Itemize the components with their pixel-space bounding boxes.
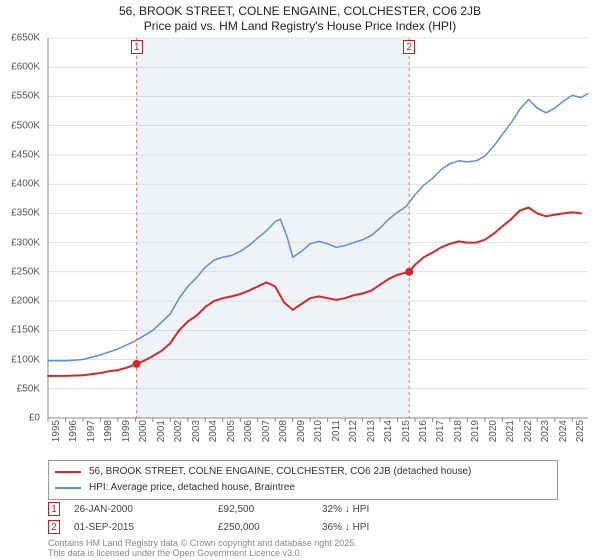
attribution-line: Contains HM Land Registry data © Crown c… — [48, 538, 568, 548]
x-tick-label: 2020 — [488, 420, 499, 442]
legend-swatch-property — [55, 471, 81, 473]
y-tick-label: £250K — [11, 266, 40, 277]
x-tick-label: 2015 — [401, 420, 412, 442]
x-tick-label: 1995 — [51, 420, 62, 442]
plot-canvas — [48, 38, 588, 418]
y-tick-label: £350K — [11, 208, 40, 219]
sale-row: 1 26-JAN-2000 £92,500 32% ↓ HPI — [48, 500, 558, 518]
x-tick-label: 2011 — [331, 420, 342, 442]
y-tick-label: £0 — [29, 413, 40, 424]
x-tick-label: 2000 — [138, 420, 149, 442]
y-tick-label: £600K — [11, 62, 40, 73]
x-tick-label: 1998 — [103, 420, 114, 442]
sale-row: 2 01-SEP-2015 £250,000 36% ↓ HPI — [48, 518, 558, 536]
x-tick-label: 1996 — [68, 420, 79, 442]
y-tick-label: £400K — [11, 179, 40, 190]
x-tick-label: 2013 — [366, 420, 377, 442]
x-tick-label: 2003 — [191, 420, 202, 442]
x-tick-label: 2004 — [208, 420, 219, 442]
x-tick-label: 2007 — [261, 420, 272, 442]
x-tick-label: 2005 — [226, 420, 237, 442]
x-tick-label: 2023 — [540, 420, 551, 442]
x-tick-label: 2009 — [296, 420, 307, 442]
y-tick-label: £650K — [11, 33, 40, 44]
x-tick-label: 2012 — [348, 420, 359, 442]
sale-vs-hpi: 32% ↓ HPI — [322, 504, 369, 515]
legend-label-property: 56, BROOK STREET, COLNE ENGAINE, COLCHES… — [89, 465, 471, 479]
y-tick-label: £300K — [11, 237, 40, 248]
sale-marker-icon: 1 — [48, 502, 60, 516]
x-tick-label: 2019 — [470, 420, 481, 442]
x-tick-label: 2017 — [435, 420, 446, 442]
y-tick-label: £500K — [11, 120, 40, 131]
legend-item-property: 56, BROOK STREET, COLNE ENGAINE, COLCHES… — [55, 465, 551, 479]
x-tick-label: 2016 — [418, 420, 429, 442]
sale-detail-rows: 1 26-JAN-2000 £92,500 32% ↓ HPI 2 01-SEP… — [48, 500, 558, 536]
sale-marker-icon: 2 — [48, 520, 60, 534]
y-tick-label: £50K — [17, 383, 40, 394]
x-tick-label: 2006 — [243, 420, 254, 442]
y-tick-label: £150K — [11, 325, 40, 336]
legend: 56, BROOK STREET, COLNE ENGAINE, COLCHES… — [48, 460, 558, 500]
x-tick-label: 2025 — [575, 420, 586, 442]
x-tick-label: 2018 — [453, 420, 464, 442]
attribution: Contains HM Land Registry data © Crown c… — [48, 538, 568, 559]
x-tick-label: 2008 — [278, 420, 289, 442]
legend-swatch-hpi — [55, 487, 81, 489]
x-tick-label: 2014 — [383, 420, 394, 442]
legend-label-hpi: HPI: Average price, detached house, Brai… — [89, 481, 295, 495]
x-tick-label: 2021 — [505, 420, 516, 442]
chart-title: 56, BROOK STREET, COLNE ENGAINE, COLCHES… — [0, 0, 600, 34]
x-tick-label: 2022 — [523, 420, 534, 442]
x-tick-label: 1997 — [86, 420, 97, 442]
sale-price: £92,500 — [218, 504, 308, 515]
y-tick-label: £450K — [11, 149, 40, 160]
price-chart-page: { "title_line1": "56, BROOK STREET, COLN… — [0, 0, 600, 560]
x-tick-label: 1999 — [121, 420, 132, 442]
y-tick-label: £100K — [11, 354, 40, 365]
x-tick-label: 2001 — [156, 420, 167, 442]
attribution-line: This data is licensed under the Open Gov… — [48, 548, 568, 558]
sale-marker-flag: 1 — [131, 40, 143, 54]
title-address: 56, BROOK STREET, COLNE ENGAINE, COLCHES… — [0, 4, 600, 19]
sale-date: 01-SEP-2015 — [74, 522, 204, 533]
y-tick-label: £200K — [11, 296, 40, 307]
legend-item-hpi: HPI: Average price, detached house, Brai… — [55, 481, 551, 495]
x-tick-label: 2010 — [313, 420, 324, 442]
title-subtitle: Price paid vs. HM Land Registry's House … — [0, 19, 600, 34]
y-tick-label: £550K — [11, 91, 40, 102]
chart-area: £0 £50K £100K £150K £200K £250K £300K £350K £400… — [0, 38, 600, 438]
sale-marker-flag: 2 — [403, 40, 415, 54]
y-axis: £0£50K£100K£150K£200K£250K£300K£350K£400… — [0, 38, 44, 418]
sale-date: 26-JAN-2000 — [74, 504, 204, 515]
sale-vs-hpi: 36% ↓ HPI — [322, 522, 369, 533]
x-tick-label: 2002 — [173, 420, 184, 442]
x-axis: 1995 1996 1997 1998 1999 2000 2001 2002 2003 2004… — [48, 418, 588, 448]
sale-price: £250,000 — [218, 522, 308, 533]
x-tick-label: 2024 — [558, 420, 569, 442]
